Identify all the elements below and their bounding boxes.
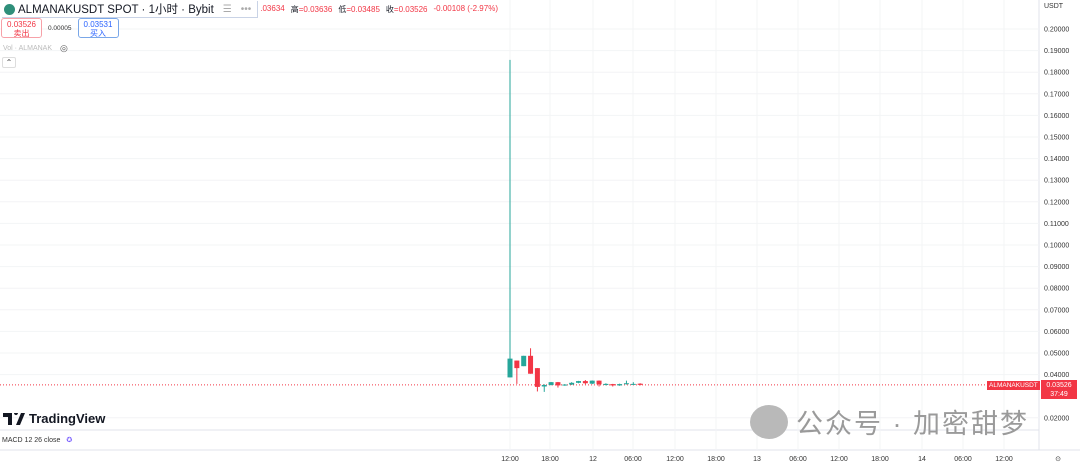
- price-tick-label: 0.06000: [1044, 329, 1069, 336]
- candle-body: [582, 381, 588, 384]
- time-tick-label: 12: [589, 456, 597, 463]
- sell-label: 卖出: [13, 29, 30, 38]
- candle-body: [507, 358, 513, 378]
- timezone-icon: ⊙: [1055, 456, 1061, 463]
- watermark: 公众号 · 加密甜梦: [750, 402, 1029, 441]
- change-value: -0.00108 (-2.97%): [433, 4, 498, 13]
- time-tick-label: 12:00: [501, 456, 519, 463]
- candle-body: [576, 381, 581, 383]
- macd-legend: MACD 12 26 close ✪: [2, 436, 73, 445]
- time-tick-label: 18:00: [871, 456, 889, 463]
- last-price-tag: 0.03526 37:49: [1041, 380, 1077, 399]
- time-tick-label: 06:00: [789, 456, 807, 463]
- time-tick-label: 13: [753, 456, 761, 463]
- price-tick-label: 0.04000: [1044, 372, 1069, 379]
- watermark-text: 公众号 · 加密甜梦: [796, 409, 1029, 439]
- price-tick-label: 0.15000: [1044, 135, 1069, 142]
- sell-button[interactable]: 0.03526 卖出: [1, 18, 42, 38]
- price-tick-label: 0.08000: [1044, 286, 1069, 293]
- candle-body: [623, 383, 629, 385]
- price-tick-label: 0.11000: [1044, 221, 1069, 228]
- symbol-legend: ALMANAKUSDT SPOT · 1小时 · Bybit ☰ ••• .03…: [2, 1, 498, 18]
- candle-body: [637, 383, 643, 385]
- more-button[interactable]: •••: [240, 3, 252, 15]
- candle-body: [630, 383, 636, 385]
- candle-body: [541, 384, 547, 387]
- candle-body: [521, 355, 527, 367]
- sell-price: 0.03526: [7, 20, 36, 29]
- price-tick-label: 0.10000: [1044, 243, 1069, 250]
- candle-body: [589, 380, 595, 384]
- low-label: 低: [338, 5, 347, 14]
- volume-label: Vol · ALMANAK: [3, 45, 53, 52]
- last-price: 0.03526: [1046, 382, 1072, 389]
- close-value: 0.03526: [398, 5, 428, 14]
- time-tick-label: 06:00: [954, 456, 972, 463]
- open-value: .03634: [260, 4, 285, 13]
- symbol-title: ALMANAKUSDT SPOT · 1小时 · Bybit: [18, 4, 214, 16]
- candle-body: [610, 384, 616, 386]
- tradingview-logo[interactable]: TradingView: [3, 411, 105, 426]
- time-tick-label: 12:00: [666, 456, 684, 463]
- price-tick-label: 0.14000: [1044, 156, 1069, 163]
- price-tick-label: 0.02000: [1044, 415, 1069, 422]
- price-tick-label: 0.12000: [1044, 199, 1069, 206]
- list-icon[interactable]: ☰: [222, 3, 232, 15]
- high-label: 高: [290, 5, 299, 14]
- buy-price: 0.03531: [83, 20, 113, 29]
- last-price-symbol-tag: ALMANAKUSDT: [987, 381, 1040, 390]
- time-tick-label: 12:00: [995, 456, 1013, 463]
- price-tick-label: 0.09000: [1044, 264, 1069, 271]
- time-tick-label: 06:00: [624, 456, 642, 463]
- price-tick-label: 0.07000: [1044, 307, 1069, 314]
- price-tick-label: 0.13000: [1044, 178, 1069, 185]
- volume-legend: Vol · ALMANAK ◎: [3, 43, 68, 54]
- low-value: 0.03485: [350, 5, 380, 14]
- candle-body: [548, 382, 554, 385]
- price-tick-label: 0.16000: [1044, 113, 1069, 120]
- high-value: 0.03636: [303, 5, 333, 14]
- eye-hidden-icon[interactable]: ◎: [60, 43, 68, 53]
- candle-countdown: 37:49: [1050, 391, 1068, 398]
- candle-body: [528, 355, 534, 374]
- candle-body: [562, 384, 568, 386]
- time-tick-label: 14: [918, 456, 926, 463]
- buy-label: 买入: [90, 29, 106, 38]
- price-tick-label: 0.18000: [1044, 70, 1069, 77]
- candle-body: [569, 382, 575, 385]
- currency-label[interactable]: USDT: [1044, 3, 1064, 10]
- symbol-selector[interactable]: ALMANAKUSDT SPOT · 1小时 · Bybit ☰ •••: [2, 1, 259, 18]
- trade-panel: 0.03526 卖出 0.00005 0.03531 买入: [1, 18, 119, 38]
- brand-name: TradingView: [29, 411, 106, 426]
- buy-button[interactable]: 0.03531 买入: [77, 18, 119, 38]
- candle-body: [555, 382, 561, 386]
- time-tick-label: 18:00: [707, 456, 725, 463]
- candle-body: [534, 368, 540, 387]
- price-tick-label: 0.05000: [1044, 351, 1069, 358]
- tradingview-logo-icon: [3, 412, 25, 425]
- time-tick-label: 12:00: [830, 456, 848, 463]
- macd-label: MACD 12 26 close: [2, 436, 61, 444]
- price-tick-label: 0.20000: [1044, 27, 1069, 34]
- collapse-legend-button[interactable]: ⌃: [2, 57, 16, 68]
- wechat-icon: [750, 404, 788, 439]
- candle-body: [617, 384, 623, 386]
- close-label: 收: [385, 5, 394, 14]
- exchange-logo-icon: [4, 3, 15, 15]
- ohlc-values: .03634 高=0.03636 低=0.03485 收=0.03526 -0.…: [260, 4, 498, 14]
- candle-body: [603, 383, 609, 385]
- macd-settings-icon[interactable]: ✪: [66, 437, 73, 444]
- price-tick-label: 0.17000: [1044, 91, 1069, 98]
- candle-body: [514, 360, 520, 369]
- candle-body: [596, 380, 602, 385]
- spread-value: 0.00005: [48, 24, 72, 32]
- price-tick-label: 0.19000: [1044, 48, 1069, 55]
- time-tick-label: 18:00: [541, 456, 559, 463]
